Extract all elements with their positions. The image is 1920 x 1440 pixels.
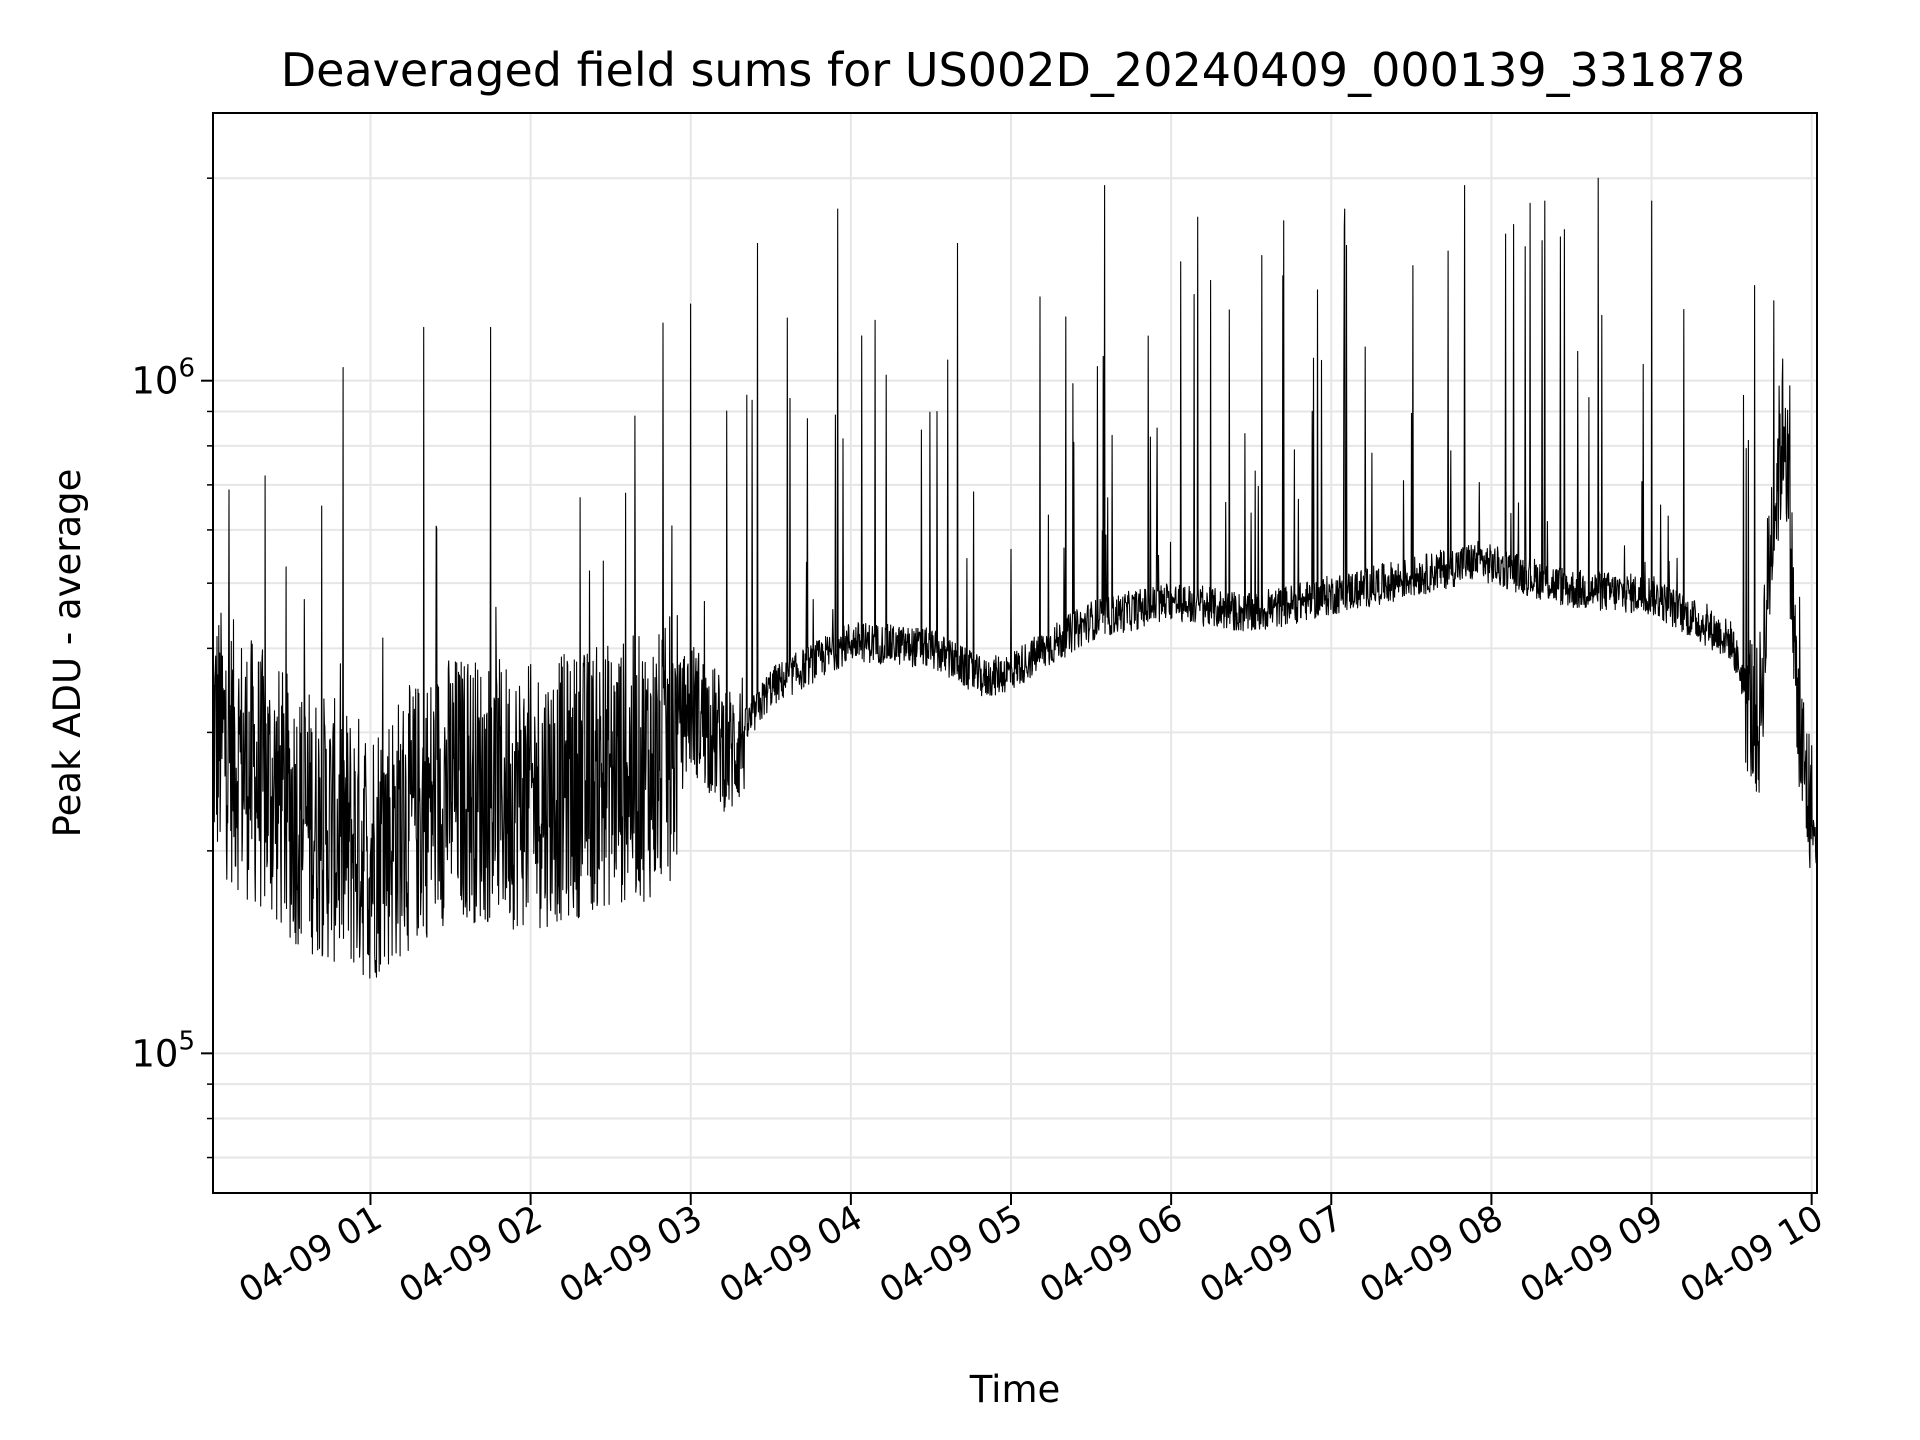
y-tick-label: 106	[131, 354, 195, 403]
x-axis-label: Time	[969, 1368, 1061, 1411]
plot-area	[212, 177, 1818, 979]
y-axis-label: Peak ADU - average	[46, 469, 89, 838]
y-axis: 105 106	[131, 177, 213, 1159]
series-line	[212, 177, 1818, 979]
chart-title: Deaveraged field sums for US002D_2024040…	[281, 43, 1746, 97]
plot-frame	[212, 112, 1818, 1194]
y-tick-label: 105	[131, 1026, 195, 1075]
